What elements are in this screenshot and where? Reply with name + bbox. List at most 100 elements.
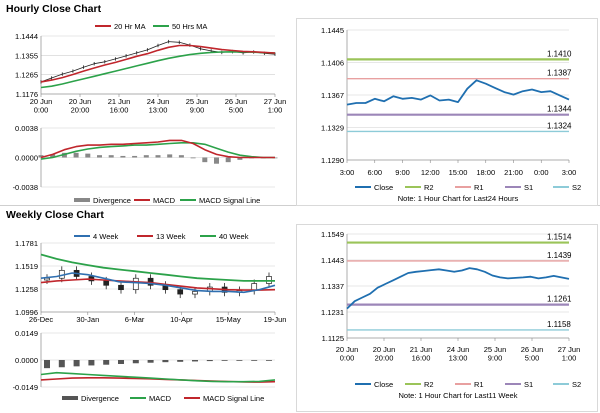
hourly-price-x-tick: 0:00 [34, 106, 49, 115]
hourly-price-x-tick: 20:00 [71, 106, 90, 115]
weekly-pivot-x-tick: 25 Jun [484, 345, 507, 354]
weekly-price-candle-body [192, 291, 198, 295]
weekly-macd-divergence-bar [103, 360, 110, 365]
weekly-price-y-tick: 1.1781 [15, 239, 38, 248]
weekly-pivot-r1-label: 1.1439 [547, 251, 572, 260]
hourly-macd-divergence-bar [155, 155, 161, 158]
weekly-pivot-x-tick: 26 Jun [521, 345, 544, 354]
weekly-pivot-s1-label: 1.1261 [547, 295, 572, 304]
weekly-pivot-close-line [346, 267, 570, 310]
hourly-pivot-x-tick: 3:00 [340, 168, 355, 177]
hourly-pivot-close-line [346, 79, 570, 106]
hourly-pivot-x-tick: 3:00 [562, 168, 577, 177]
hourly-macd-divergence-bar [73, 152, 79, 158]
weekly-pivot-legend-r1-label: R1 [474, 380, 484, 389]
hourly-price-20hr-ma-line [40, 44, 276, 83]
hourly-pivot-legend-r2-label: R2 [424, 183, 434, 192]
hourly-macd-y-tick: 0.0038 [15, 124, 38, 133]
weekly-macd-divergence-bar [118, 360, 124, 364]
weekly-macd-line [40, 371, 276, 383]
hourly-macd-divergence-bar [178, 155, 184, 158]
hourly-pivot-s2-label: 1.1324 [547, 121, 572, 130]
hourly-pivot-r2-label: 1.1410 [547, 49, 572, 58]
weekly-price-candle-body [103, 280, 110, 286]
weekly-macd-y-tick: 0.0149 [15, 329, 38, 338]
weekly-pivot-r2-label: 1.1514 [547, 233, 572, 242]
weekly-pivot-x-tick: 0:00 [340, 354, 355, 363]
weekly-price-x-tick: 15-May [216, 315, 241, 324]
weekly-price-x-tick: 10-Apr [170, 315, 193, 324]
hourly-macd-divergence-bar [237, 157, 243, 160]
weekly-price-candle-body [132, 277, 139, 291]
hourly-macd-divergence-bar [97, 155, 102, 158]
hourly-price-x-tick: 24 Jun [147, 97, 170, 106]
hourly-macd-divergence-bar [50, 154, 56, 158]
hourly-pivot-s1-label: 1.1344 [547, 105, 572, 114]
weekly-price-x-tick: 30-Jan [76, 315, 99, 324]
weekly-price-40week-line [40, 253, 275, 282]
weekly-pivot-y-tick: 1.1231 [321, 308, 344, 317]
hourly-legend-50hrs-ma-label: 50 Hrs MA [172, 22, 207, 31]
hourly-pivot-note: Note: 1 Hour Chart for Last24 Hours [398, 194, 519, 203]
hourly-pivot-x-tick: 6:00 [367, 168, 382, 177]
weekly-legend-divergence-swatch [62, 396, 78, 400]
weekly-legend-macd-signal-label: MACD Signal Line [203, 394, 264, 403]
hourly-pivot-x-tick: 9:00 [395, 168, 410, 177]
hourly-price-x-tick: 25 Jun [186, 97, 209, 106]
hourly-pivot-y-tick: 1.1290 [321, 156, 344, 165]
hourly-pivot-x-tick: 0:00 [534, 168, 549, 177]
weekly-pivot-y-tick: 1.1549 [321, 230, 344, 239]
weekly-price-candle-body [177, 289, 184, 295]
weekly-macd-divergence-bar [221, 360, 228, 361]
weekly-macd-divergence-bar [236, 360, 243, 361]
weekly-pivot-legend-s1-label: S1 [524, 380, 533, 389]
weekly-price-x-tick: 19-Jun [264, 315, 287, 324]
weekly-price-y-tick: 1.0996 [15, 308, 38, 317]
weekly-macd-divergence-bar [266, 360, 272, 361]
weekly-price-y-tick: 1.1258 [15, 285, 38, 294]
hourly-macd-divergence-bar [132, 155, 138, 158]
weekly-macd-divergence-bar [88, 360, 95, 366]
weekly-pivot-s2-label: 1.1158 [547, 320, 571, 329]
hourly-pivot-y-tick: 1.1445 [321, 26, 344, 35]
hourly-legend-macd-signal-label: MACD Signal Line [199, 196, 260, 205]
hourly-pivot-r1-label: 1.1387 [547, 69, 572, 78]
hourly-price-x-tick: 26 Jun [225, 97, 248, 106]
hourly-pivot-x-tick: 15:00 [449, 168, 468, 177]
weekly-pivot-x-tick: 27 Jun [558, 345, 581, 354]
hourly-pivot-legend-close-label: Close [374, 183, 393, 192]
hourly-pivot-x-tick: 21:00 [504, 168, 523, 177]
hourly-price-y-tick: 1.1355 [15, 51, 38, 60]
hourly-price-x-tick: 20 Jun [69, 97, 92, 106]
weekly-legend-macd-label: MACD [149, 394, 172, 403]
hourly-macd-divergence-bar [225, 157, 231, 163]
hourly-price-x-tick: 5:00 [229, 106, 244, 115]
weekly-pivot-x-tick: 16:00 [412, 354, 431, 363]
hourly-pivot-x-tick: 18:00 [476, 168, 495, 177]
hourly-pivot-y-tick: 1.1406 [321, 59, 344, 68]
hourly-section-title: Hourly Close Chart [6, 3, 102, 15]
hourly-price-x-tick: 13:00 [149, 106, 168, 115]
hourly-price-x-tick: 9:00 [190, 106, 205, 115]
hourly-macd-signal-line [40, 142, 275, 160]
hourly-pivot-y-tick: 1.1367 [321, 91, 344, 100]
hourly-macd-line [40, 139, 275, 159]
hourly-macd-divergence-bar [190, 157, 196, 159]
weekly-price-x-tick: 6-Mar [125, 315, 145, 324]
weekly-pivot-y-tick: 1.1443 [321, 256, 344, 265]
hourly-pivot-x-tick: 12:00 [421, 168, 440, 177]
hourly-price-x-tick: 21 Jun [108, 97, 131, 106]
hourly-price-y-tick: 1.1176 [16, 90, 38, 99]
weekly-legend-40week-label: 40 Week [219, 232, 249, 241]
weekly-price-x-tick: 26-Dec [29, 315, 53, 324]
weekly-pivot-x-tick: 20 Jun [373, 345, 396, 354]
hourly-price-x-tick: 1:00 [268, 106, 283, 115]
weekly-pivot-x-tick: 24 Jun [447, 345, 470, 354]
hourly-pivot-legend-r1-label: R1 [474, 183, 484, 192]
hourly-price-x-tick: 16:00 [110, 106, 129, 115]
weekly-macd-y-tick: 0.0000 [15, 356, 38, 365]
hourly-macd-divergence-bar [214, 157, 219, 164]
hourly-macd-y-tick: 0.0000 [15, 154, 38, 163]
hourly-price-y-tick: 1.1265 [15, 71, 38, 80]
